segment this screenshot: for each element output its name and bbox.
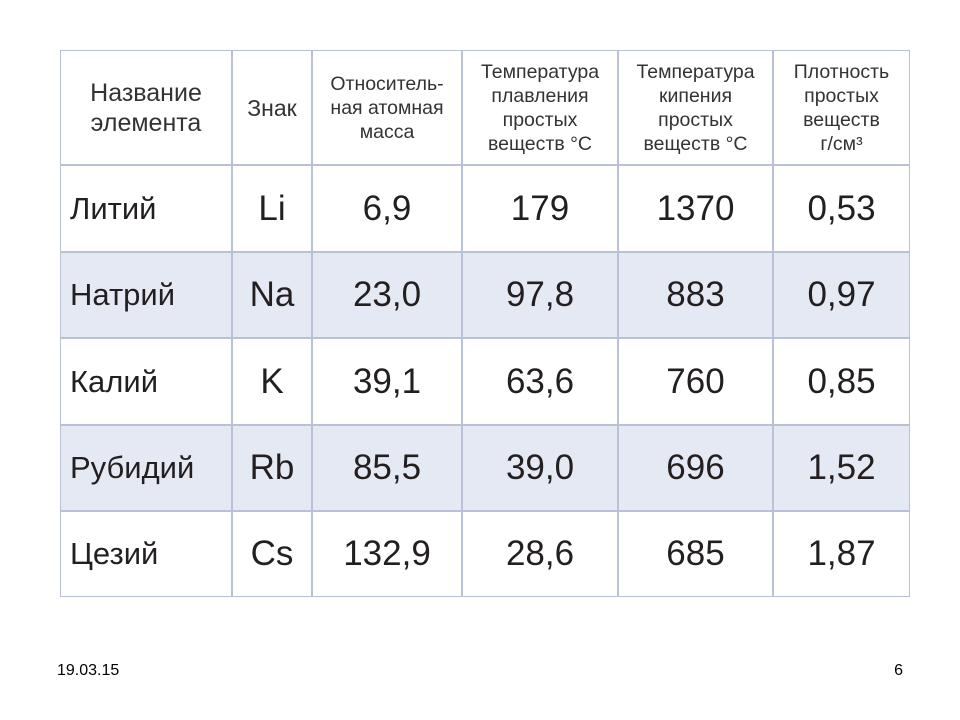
header-cell: Относитель-ная атомная масса xyxy=(312,50,462,165)
table-cell: 0,85 xyxy=(773,338,910,425)
table-cell: 85,5 xyxy=(312,425,462,511)
table-cell: 179 xyxy=(462,165,618,252)
table-cell: Rb xyxy=(232,425,312,511)
header-cell: Название элемента xyxy=(60,50,232,165)
header-line: веществ xyxy=(803,108,880,131)
header-line: Температура xyxy=(480,60,600,83)
table-cell: Цезий xyxy=(60,511,232,597)
table-cell: 1370 xyxy=(618,165,773,252)
header-line: Знак xyxy=(247,94,297,121)
table-cell: K xyxy=(232,338,312,425)
table-cell: 696 xyxy=(618,425,773,511)
page-number: 6 xyxy=(894,662,903,679)
header-line: веществ °С xyxy=(488,132,592,155)
table-cell: Li xyxy=(232,165,312,252)
table-cell: Литий xyxy=(60,165,232,252)
table-cell: Калий xyxy=(60,338,232,425)
header-cell: Температура кипения простых веществ °С xyxy=(618,50,773,165)
table-cell: Na xyxy=(232,252,312,338)
header-line: Относитель- xyxy=(330,72,444,95)
header-line: г/см³ xyxy=(820,132,863,155)
table-cell: 0,97 xyxy=(773,252,910,338)
header-cell: Температура плавления простых веществ °С xyxy=(462,50,618,165)
table-cell: 132,9 xyxy=(312,511,462,597)
header-line: ная атомная xyxy=(330,96,444,119)
header-line: плавления xyxy=(491,84,589,107)
table-cell: 97,8 xyxy=(462,252,618,338)
header-line: простых xyxy=(502,108,578,131)
header-cell: Знак xyxy=(232,50,312,165)
table-cell: 6,9 xyxy=(312,165,462,252)
header-line: Температура xyxy=(636,60,755,83)
table-cell: Рубидий xyxy=(60,425,232,511)
header-line: веществ °С xyxy=(643,132,748,155)
table-cell: 63,6 xyxy=(462,338,618,425)
table-cell: 23,0 xyxy=(312,252,462,338)
table-cell: 28,6 xyxy=(462,511,618,597)
table-cell: 1,87 xyxy=(773,511,910,597)
header-line: Плотность xyxy=(793,60,890,83)
table-cell: Натрий xyxy=(60,252,232,338)
header-line: Название xyxy=(90,78,202,107)
table: Название элемента Знак Относитель-ная атомн… xyxy=(60,50,910,597)
table-cell: 685 xyxy=(618,511,773,597)
table-cell: 760 xyxy=(618,338,773,425)
table-cell: 1,52 xyxy=(773,425,910,511)
table-cell: 39,0 xyxy=(462,425,618,511)
header-line: элемента xyxy=(90,108,202,137)
header-line: простых xyxy=(804,84,879,107)
table-cell: 883 xyxy=(618,252,773,338)
header-line: простых xyxy=(658,108,733,131)
table-cell: 0,53 xyxy=(773,165,910,252)
date: 19.03.15 xyxy=(57,662,120,679)
table-cell: 39,1 xyxy=(312,338,462,425)
table-cell: Cs xyxy=(232,511,312,597)
header-cell: Плотность простых веществ г/см³ xyxy=(773,50,910,165)
header-line: кипения xyxy=(658,84,733,107)
header-line: масса xyxy=(359,120,415,143)
